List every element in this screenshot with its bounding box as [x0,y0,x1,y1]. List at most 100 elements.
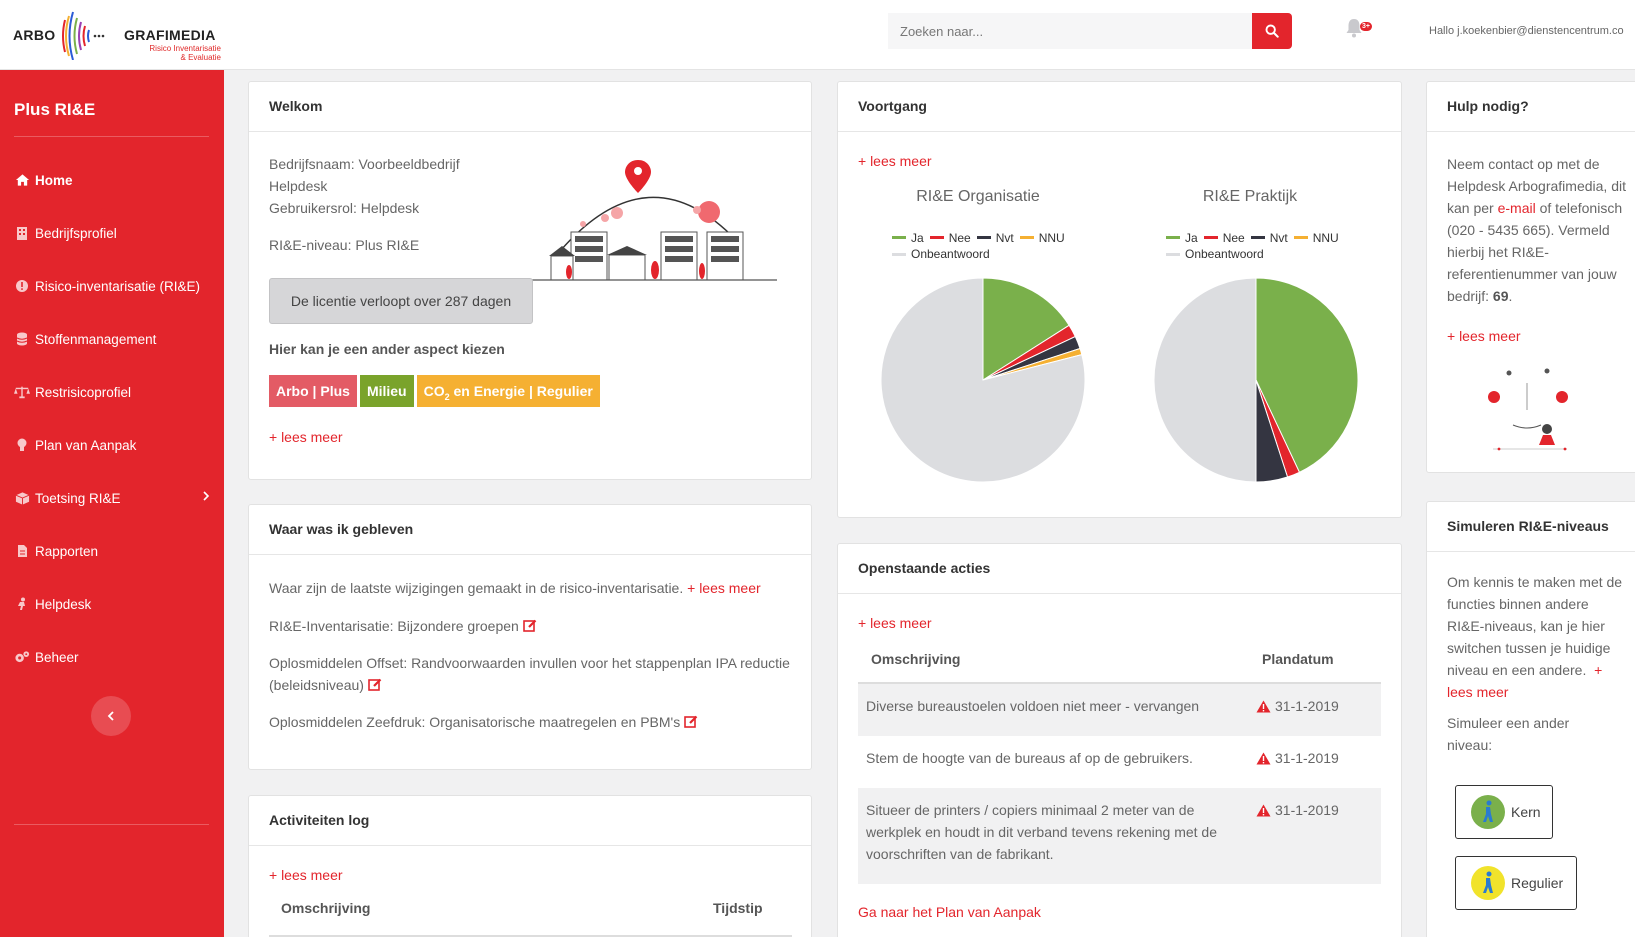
activiteiten-lees-meer-link[interactable]: + lees meer [269,867,343,883]
legend-swatch [929,236,944,239]
sidebar-item-rapporten[interactable]: Rapporten [14,540,210,562]
arbografimedia-logo[interactable]: ARBO GRAFIMEDIA Risico Inventarisatie & … [13,10,223,62]
plan-van-aanpak-link[interactable]: Ga naar het Plan van Aanpak [858,904,1041,920]
legend-label: Nee [1222,230,1245,245]
sidebar-divider [14,136,209,137]
simuleren-lees-meer-link[interactable]: + lees meer [1447,662,1603,700]
gebleven-item[interactable]: Oplosmiddelen Zeefdruk: Organisatorische… [269,711,799,733]
sidebar-item-label: Beheer [35,649,79,665]
legend-item-ja[interactable]: Ja [892,231,924,245]
voortgang-card: Voortgang + lees meer RI&E Organisatie R… [837,81,1402,518]
person-icon [14,596,30,612]
gebleven-intro-text: Waar zijn de laatste wijzigingen gemaakt… [269,580,684,596]
table-row[interactable]: Stem de hoogte van de bureaus af op de g… [858,736,1381,788]
rie-niveau-text: RI&E-niveau: Plus RI&E [269,237,420,253]
sidebar-item-plan-van-aanpak[interactable]: Plan van Aanpak [14,434,210,456]
simuleer-regulier-button[interactable]: Regulier [1455,856,1577,910]
col-header-omschrijving: Omschrijving [871,651,961,667]
legend-item-nvt[interactable]: Nvt [976,230,1014,245]
aspect-co2-label-rest: en Energie | Regulier [449,383,593,399]
sidebar-item-restrisicoprofiel[interactable]: Restrisicoprofiel [14,381,210,403]
aspect-arbo-button[interactable]: Arbo | Plus [269,375,357,407]
logo-subtitle: Risico Inventarisatie [149,44,221,53]
sidebar-item-label: Risico-inventarisatie (RI&E) [35,278,201,294]
bedrijfsnaam-text: Bedrijfsnaam: Voorbeeldbedrijf [269,156,460,172]
simuleer-kern-button[interactable]: Kern [1455,785,1553,839]
sidebar-item-bedrijfsprofiel[interactable]: Bedrijfsprofiel [14,222,210,244]
edit-icon[interactable] [522,619,537,632]
search-icon [1265,24,1279,38]
welkom-card: Welkom Bedrijfsnaam: Voorbeeldbedrijf He… [248,81,812,480]
acties-lees-meer-link[interactable]: + lees meer [858,615,932,631]
aspect-co2-subscript: 2 [444,391,450,402]
notifications-button[interactable]: 3+ [1345,18,1375,42]
chevron-right-icon [202,490,210,505]
gebleven-item[interactable]: RI&E-Inventarisatie: Bijzondere groepen [269,615,799,637]
gebruikersrol-text: Gebruikersrol: Helpdesk [269,200,420,216]
col-header-omschrijving: Omschrijving [281,900,371,916]
voortgang-lees-meer-link[interactable]: + lees meer [858,153,932,169]
legend-label: Nvt [1269,230,1288,245]
sidebar-item-home[interactable]: Home [14,169,210,191]
referentienummer: 69 [1492,288,1509,304]
sidebar-item-helpdesk[interactable]: Helpdesk [14,593,210,615]
sidebar-item-toetsing[interactable]: Toetsing RI&E [14,487,210,509]
user-greeting[interactable]: Hallo j.koekenbier@dienstencentrum.co [1429,25,1624,37]
legend-swatch [892,236,906,239]
email-link[interactable]: e-mail [1497,200,1536,216]
chevron-left-icon [107,711,114,721]
search-button[interactable] [1252,13,1292,49]
legend-item-nvt[interactable]: Nvt [1250,230,1288,245]
sidebar-item-stoffenmanagement[interactable]: Stoffenmanagement [14,328,210,350]
table-row[interactable]: Diverse bureaustoelen voldoen niet meer … [858,684,1381,736]
helpdesk-illustration [1488,368,1568,451]
acties-card: Openstaande acties + lees meer Omschrijv… [837,543,1402,937]
warning-icon [1256,804,1271,816]
legend-item-nnu[interactable]: NNU [1293,231,1339,245]
box-icon [14,490,30,506]
sidebar-item-label: Rapporten [35,543,99,559]
legend-swatch [1250,236,1265,239]
table-row[interactable]: Situeer de printers / copiers minimaal 2… [858,788,1381,884]
legend-label: Nvt [995,230,1014,245]
sidebar-item-label: Toetsing RI&E [35,490,121,506]
legend-item-ja[interactable]: Ja [1166,231,1198,245]
legend-swatch [1203,236,1218,239]
hulp-text: Neem contact op met de Helpdesk Arbograf… [1447,156,1626,304]
legend-swatch [1019,236,1034,239]
pie-slice-ja[interactable] [982,277,1070,381]
sidebar-item-label: Plan van Aanpak [35,437,137,453]
simuleren-card: Simuleren RI&E-niveaus Om kennis te make… [1426,501,1635,937]
sidebar: Plus RI&E Home Bedrijfsprofiel Risico-in… [0,70,224,937]
logo-subtitle-2: & Evaluatie [180,53,221,62]
pie-slice-onbeantwoord[interactable] [880,277,1086,483]
pie-slice-ja[interactable] [1255,277,1359,473]
legend-item-nee[interactable]: Nee [1203,230,1245,245]
legend-item-onbeantwoord[interactable]: Onbeantwoord [1166,247,1264,261]
search-input[interactable] [888,13,1252,49]
welkom-lees-meer-link[interactable]: + lees meer [269,429,343,445]
sidebar-collapse-button[interactable] [91,696,131,736]
sidebar-divider [14,824,209,825]
pie-slice-onbeantwoord[interactable] [1153,277,1257,483]
gebleven-lees-meer-link[interactable]: + lees meer [687,580,761,596]
gebleven-item[interactable]: Oplosmiddelen Offset: Randvoorwaarden in… [269,652,799,696]
sidebar-item-risico-inventarisatie[interactable]: Risico-inventarisatie (RI&E) [14,275,210,297]
activiteiten-card: Activiteiten log + lees meer Omschrijvin… [248,795,812,937]
legend-item-nee[interactable]: Nee [929,231,971,245]
alert-circle-icon [14,278,30,294]
edit-icon[interactable] [368,678,382,691]
legend-item-nnu[interactable]: NNU [1019,231,1065,245]
legend-item-onbeantwoord[interactable]: Onbeantwoord [892,247,990,261]
hulp-lees-meer-link[interactable]: + lees meer [1447,328,1521,344]
bell-icon [1346,19,1362,38]
simuleer-prompt: Simuleer een ander niveau: [1447,715,1570,753]
gebleven-card: Waar was ik gebleven Waar zijn de laatst… [248,504,812,770]
sidebar-item-beheer[interactable]: Beheer [14,646,210,668]
aspect-milieu-button[interactable]: Milieu [359,375,414,407]
simuleer-kern-label: Kern [1511,804,1541,820]
legend-swatch [892,252,906,256]
edit-icon[interactable] [684,715,698,728]
document-icon [14,543,30,559]
aspect-co2-button[interactable]: CO2 en Energie | Regulier [416,375,600,407]
